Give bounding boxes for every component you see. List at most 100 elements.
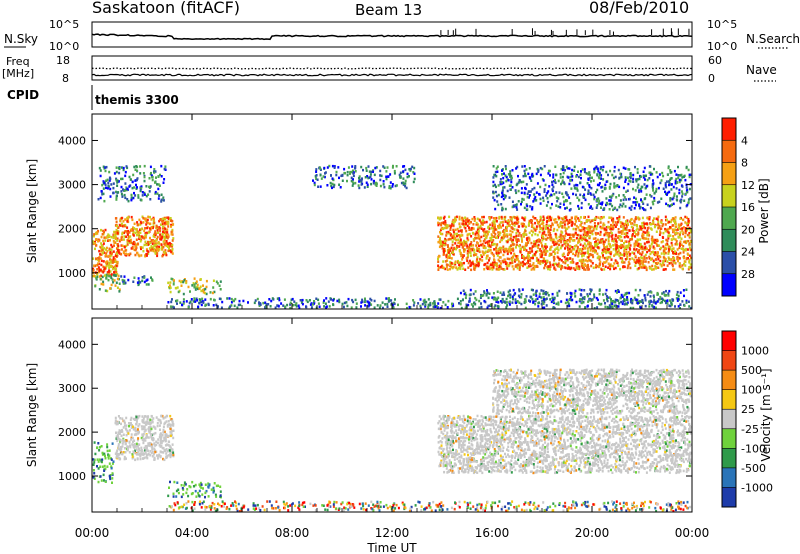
echo-cell bbox=[459, 234, 462, 237]
echo-cell bbox=[562, 181, 565, 184]
echo-cell bbox=[522, 246, 525, 249]
echo-cell bbox=[649, 252, 652, 256]
echo-cell bbox=[608, 296, 611, 299]
echo-cell bbox=[140, 198, 143, 202]
echo-cell bbox=[444, 219, 447, 223]
echo-cell bbox=[631, 233, 634, 236]
echo-cell bbox=[468, 232, 471, 236]
echo-cell bbox=[620, 246, 623, 250]
echo-cell bbox=[571, 221, 574, 224]
echo-cell bbox=[579, 236, 582, 240]
echo-cell bbox=[612, 240, 615, 243]
echo-cell bbox=[588, 235, 591, 238]
echo-cell bbox=[642, 176, 645, 179]
echo-cell bbox=[137, 277, 140, 280]
echo-cell bbox=[155, 243, 158, 247]
echo-cell bbox=[437, 223, 440, 227]
colorbar-tick-label: 8 bbox=[741, 157, 748, 170]
echo-cell bbox=[520, 203, 522, 206]
echo-cell bbox=[562, 252, 565, 255]
echo-cell bbox=[318, 305, 321, 308]
echo-cell bbox=[123, 231, 126, 235]
echo-cell bbox=[147, 240, 149, 244]
echo-cell bbox=[546, 219, 549, 223]
echo-cell bbox=[597, 246, 600, 249]
echo-cell bbox=[199, 278, 202, 281]
echo-cell bbox=[212, 279, 215, 282]
echo-cell bbox=[134, 179, 137, 182]
echo-cell bbox=[523, 224, 526, 228]
echo-cell bbox=[143, 164, 146, 168]
echo-cell bbox=[490, 238, 493, 242]
echo-cell bbox=[120, 166, 123, 169]
echo-cell bbox=[596, 244, 599, 247]
echo-cell bbox=[554, 252, 556, 255]
echo-cell bbox=[546, 191, 549, 195]
echo-cell bbox=[465, 257, 468, 260]
echo-cell bbox=[575, 193, 577, 197]
echo-cell bbox=[99, 245, 102, 249]
echo-cell bbox=[151, 248, 154, 251]
echo-cell bbox=[646, 293, 649, 296]
echo-cell bbox=[629, 266, 632, 270]
echo-cell bbox=[643, 248, 646, 251]
echo-cell bbox=[635, 242, 638, 246]
echo-cell bbox=[620, 235, 623, 239]
echo-cell bbox=[499, 265, 502, 268]
echo-cell bbox=[462, 267, 465, 270]
echo-cell bbox=[652, 268, 655, 271]
echo-cell bbox=[143, 175, 146, 179]
echo-cell bbox=[545, 245, 548, 249]
echo-cell bbox=[449, 228, 452, 231]
echo-cell bbox=[648, 249, 651, 252]
echo-cell bbox=[551, 189, 554, 193]
echo-cell bbox=[509, 249, 512, 253]
echo-cell bbox=[523, 301, 526, 304]
echo-cell bbox=[103, 251, 106, 254]
echo-cell bbox=[156, 192, 159, 195]
echo-cell bbox=[669, 178, 672, 182]
echo-cell bbox=[493, 217, 496, 220]
echo-cell bbox=[689, 263, 692, 266]
echo-cell bbox=[682, 248, 685, 251]
echo-cell bbox=[602, 240, 605, 243]
echo-cell bbox=[538, 230, 541, 234]
echo-cell bbox=[669, 304, 672, 308]
echo-cell bbox=[617, 264, 620, 267]
echo-cell bbox=[551, 292, 554, 296]
echo-cell bbox=[460, 254, 463, 258]
echo-cell bbox=[525, 295, 528, 298]
echo-cell bbox=[588, 259, 590, 262]
echo-cell bbox=[486, 240, 489, 243]
echo-cell bbox=[136, 186, 138, 189]
echo-cell bbox=[325, 306, 328, 309]
echo-cell bbox=[570, 237, 573, 241]
echo-cell bbox=[161, 227, 164, 230]
echo-cell bbox=[105, 179, 108, 182]
colorbar-tick-label: 4 bbox=[741, 134, 748, 147]
echo-cell bbox=[652, 239, 655, 243]
echo-cell bbox=[648, 218, 651, 221]
echo-cell bbox=[633, 231, 636, 234]
echo-cell bbox=[607, 255, 610, 259]
echo-cell bbox=[666, 260, 669, 263]
echo-cell bbox=[132, 226, 134, 229]
echo-cell bbox=[611, 306, 614, 310]
echo-cell bbox=[283, 298, 286, 301]
echo-cell bbox=[107, 262, 110, 265]
colorbar-tick-label: 12 bbox=[741, 179, 755, 192]
echo-cell bbox=[476, 242, 479, 245]
echo-cell bbox=[544, 262, 547, 266]
echo-cell bbox=[131, 245, 134, 249]
echo-cell bbox=[274, 306, 277, 309]
echo-cell bbox=[475, 244, 478, 247]
echo-cell bbox=[687, 217, 690, 221]
echo-cell bbox=[630, 205, 633, 208]
echo-cell bbox=[561, 168, 564, 172]
echo-cell bbox=[587, 253, 590, 256]
echo-cell bbox=[305, 305, 308, 309]
echo-cell bbox=[681, 176, 684, 179]
echo-cell bbox=[442, 301, 445, 304]
echo-cell bbox=[621, 257, 624, 260]
echo-cell bbox=[622, 216, 625, 219]
